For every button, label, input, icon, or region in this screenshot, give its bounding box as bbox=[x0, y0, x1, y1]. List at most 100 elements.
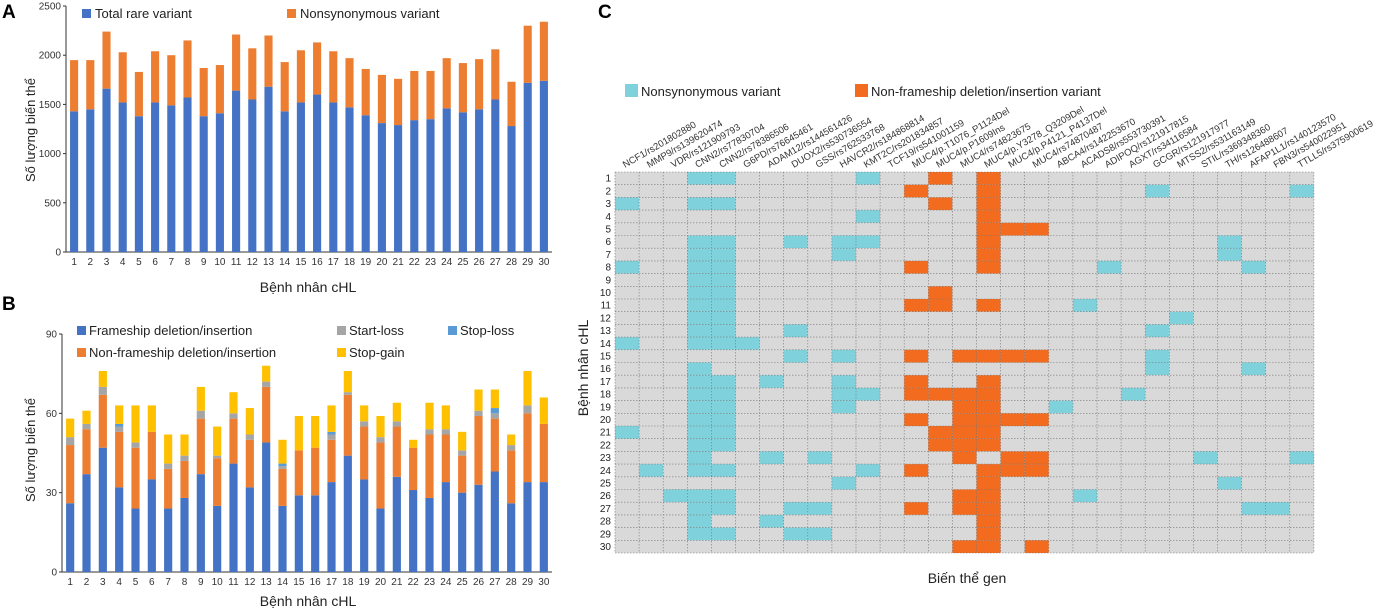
chart-b-bar-27-s3 bbox=[490, 408, 499, 414]
heatmap-row-label: 29 bbox=[600, 529, 612, 540]
chart-b-bar-17-s2 bbox=[327, 434, 336, 440]
chart-b-xtick-label: 11 bbox=[228, 577, 239, 588]
chart-b-bar-16-s0 bbox=[311, 495, 320, 572]
heatmap-cell-r19-c28 bbox=[1265, 400, 1290, 414]
heatmap-cell-r21-c21 bbox=[1097, 426, 1122, 439]
heatmap-row-label: 21 bbox=[600, 428, 612, 439]
heatmap-cell-r14-c26 bbox=[1217, 337, 1242, 350]
heatmap-cell-r26-c12 bbox=[880, 489, 905, 503]
heatmap-cell-r2-c22 bbox=[1121, 184, 1146, 198]
heatmap-cell-r29-c15 bbox=[952, 527, 977, 541]
heatmap-cell-r19-c21 bbox=[1097, 400, 1122, 414]
chart-a-bar-23-s0 bbox=[426, 119, 435, 252]
heatmap-cell-r11-c4 bbox=[687, 299, 712, 312]
heatmap-cell-r10-c1 bbox=[615, 286, 640, 299]
heatmap-cell-r24-c17 bbox=[1000, 464, 1025, 477]
heatmap-cell-r29-c9 bbox=[807, 527, 832, 541]
heatmap-cell-r22-c17 bbox=[1000, 438, 1025, 452]
heatmap-cell-r8-c27 bbox=[1241, 260, 1266, 274]
heatmap-row-label: 12 bbox=[600, 313, 612, 324]
heatmap-cell-r16-c12 bbox=[880, 362, 905, 376]
heatmap-cell-r8-c14 bbox=[928, 260, 953, 274]
heatmap-cell-r17-c15 bbox=[952, 375, 977, 388]
chart-b-bar-20-s2 bbox=[376, 437, 385, 443]
heatmap-cell-r19-c4 bbox=[687, 400, 712, 414]
heatmap-cell-r18-c14 bbox=[928, 387, 953, 401]
heatmap-cell-r14-c16 bbox=[976, 337, 1001, 350]
heatmap-cell-r21-c28 bbox=[1265, 426, 1290, 439]
heatmap-cell-r21-c16 bbox=[976, 426, 1001, 439]
heatmap-cell-r3-c16 bbox=[976, 197, 1001, 211]
heatmap-cell-r12-c28 bbox=[1265, 311, 1290, 325]
chart-b-bar-6-s4 bbox=[147, 405, 156, 432]
heatmap-cell-r25-c21 bbox=[1097, 476, 1122, 490]
heatmap-row-label: 3 bbox=[605, 199, 611, 210]
heatmap-cell-r28-c3 bbox=[663, 514, 688, 528]
heatmap-row-label: 18 bbox=[600, 390, 612, 401]
heatmap-cell-r20-c7 bbox=[759, 413, 784, 426]
heatmap-cell-r27-c15 bbox=[952, 502, 977, 515]
heatmap-cell-r4-c18 bbox=[1024, 210, 1049, 223]
heatmap-cell-r1-c25 bbox=[1193, 172, 1218, 185]
heatmap-cell-r11-c27 bbox=[1241, 299, 1266, 312]
heatmap-cell-r23-c23 bbox=[1145, 451, 1170, 465]
heatmap-cell-r25-c12 bbox=[880, 476, 905, 490]
heatmap-cell-r8-c22 bbox=[1121, 260, 1146, 274]
heatmap-cell-r20-c27 bbox=[1241, 413, 1266, 426]
heatmap-cell-r17-c27 bbox=[1241, 375, 1266, 388]
heatmap-cell-r6-c15 bbox=[952, 235, 977, 249]
heatmap-cell-r19-c2 bbox=[639, 400, 664, 414]
heatmap-cell-r6-c13 bbox=[904, 235, 929, 249]
chart-b-bar-14-s4 bbox=[278, 439, 287, 464]
heatmap-cell-r25-c29 bbox=[1289, 476, 1314, 490]
heatmap-cell-r1-c9 bbox=[807, 172, 832, 185]
heatmap-cell-r10-c27 bbox=[1241, 286, 1266, 299]
heatmap-cell-r28-c5 bbox=[711, 514, 736, 528]
heatmap-cell-r12-c18 bbox=[1024, 311, 1049, 325]
heatmap-cell-r20-c1 bbox=[615, 413, 640, 426]
heatmap-cell-r6-c3 bbox=[663, 235, 688, 249]
heatmap-cell-r14-c7 bbox=[759, 337, 784, 350]
chart-b-xtick-label: 21 bbox=[391, 577, 403, 588]
chart-b-bar-4-s1 bbox=[115, 431, 124, 488]
chart-b-xtick-label: 28 bbox=[506, 577, 518, 588]
chart-a-bar-6-s0 bbox=[151, 102, 160, 252]
legend-swatch-non-frameship bbox=[77, 348, 86, 357]
chart-b-bar-29-s0 bbox=[523, 482, 532, 572]
heatmap-cell-r25-c20 bbox=[1072, 476, 1097, 490]
heatmap-cell-r25-c24 bbox=[1169, 476, 1194, 490]
heatmap-cell-r27-c17 bbox=[1000, 502, 1025, 515]
heatmap-cell-r30-c28 bbox=[1265, 540, 1290, 553]
legend-label-c-nonframe: Non-frameship deletion/insertion variant bbox=[871, 84, 1101, 99]
heatmap-cell-r3-c2 bbox=[639, 197, 664, 211]
heatmap-cell-r5-c13 bbox=[904, 222, 929, 236]
heatmap-cell-r24-c24 bbox=[1169, 464, 1194, 477]
chart-b-bar-30-s1 bbox=[539, 423, 548, 483]
heatmap-cell-r5-c24 bbox=[1169, 222, 1194, 236]
heatmap-cell-r23-c1 bbox=[615, 451, 640, 465]
chart-b-bar-4-s3 bbox=[115, 423, 124, 427]
chart-b-bar-20-s4 bbox=[376, 415, 385, 438]
chart-b-bar-19-s2 bbox=[360, 421, 369, 427]
heatmap-cell-r30-c5 bbox=[711, 540, 736, 553]
heatmap-cell-r22-c5 bbox=[711, 438, 736, 452]
heatmap-cell-r7-c13 bbox=[904, 248, 929, 261]
heatmap-cell-r9-c1 bbox=[615, 273, 640, 287]
heatmap-cell-r24-c5 bbox=[711, 464, 736, 477]
chart-b-bar-1-s4 bbox=[66, 418, 75, 438]
heatmap-cell-r26-c15 bbox=[952, 489, 977, 503]
chart-b-ytick-label: 60 bbox=[46, 409, 58, 420]
heatmap-cell-r11-c1 bbox=[615, 299, 640, 312]
heatmap-cell-r30-c29 bbox=[1289, 540, 1314, 553]
chart-a-ytick-label: 500 bbox=[44, 198, 61, 209]
heatmap-cell-r5-c27 bbox=[1241, 222, 1266, 236]
heatmap-cell-r16-c27 bbox=[1241, 362, 1266, 376]
heatmap-cell-r13-c10 bbox=[831, 324, 856, 338]
chart-a-bar-24-s1 bbox=[442, 58, 451, 109]
heatmap-cell-r26-c28 bbox=[1265, 489, 1290, 503]
heatmap-cell-r22-c25 bbox=[1193, 438, 1218, 452]
heatmap-cell-r2-c14 bbox=[928, 184, 953, 198]
heatmap-cell-r2-c11 bbox=[856, 184, 881, 198]
heatmap-cell-r1-c20 bbox=[1072, 172, 1097, 185]
